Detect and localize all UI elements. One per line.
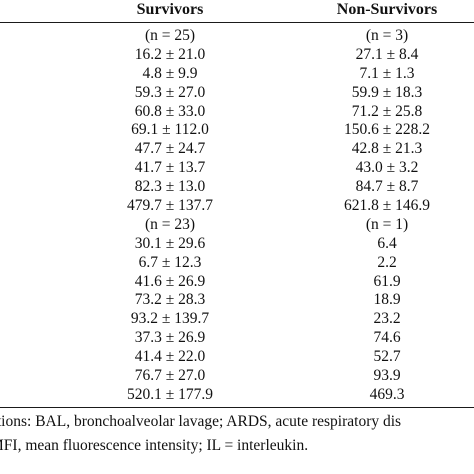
- column-header-non-survivors: Non-Survivors: [336, 1, 438, 18]
- cell-non-survivors: 93.9: [373, 367, 401, 385]
- cell-non-survivors: 42.8 ± 21.3: [351, 140, 423, 158]
- table-row: 59.3 ± 27.0 59.9 ± 18.3: [0, 84, 474, 103]
- cell-survivors: 82.3 ± 13.0: [134, 178, 206, 196]
- cell-survivors: 520.1 ± 177.9: [126, 385, 213, 403]
- cell-non-survivors: 469.3: [369, 385, 405, 403]
- cell-non-survivors: (n = 1): [365, 215, 409, 233]
- table-body: (n = 25) (n = 3) 16.2 ± 21.0 27.1 ± 8.4 4.8 …: [0, 27, 474, 405]
- cell-survivors: 73.2 ± 28.3: [134, 291, 206, 309]
- cell-survivors: 59.3 ± 27.0: [134, 83, 206, 101]
- cell-non-survivors: 6.4: [377, 234, 397, 252]
- cell-survivors: 60.8 ± 33.0: [134, 102, 206, 120]
- cell-non-survivors: 52.7: [373, 348, 401, 366]
- table-row: 479.7 ± 137.7 621.8 ± 146.9: [0, 197, 474, 216]
- cell-survivors: (n = 23): [144, 215, 196, 233]
- table-row: 73.2 ± 28.3 18.9: [0, 291, 474, 310]
- table-footnote-line-1: ations: BAL, bronchoalveolar lavage; ARD…: [0, 413, 402, 430]
- table-row: 93.2 ± 139.7 23.2: [0, 310, 474, 329]
- cell-survivors: 76.7 ± 27.0: [134, 367, 206, 385]
- cell-non-survivors: 2.2: [377, 253, 397, 271]
- cell-non-survivors: 59.9 ± 18.3: [351, 83, 423, 101]
- cell-survivors: 41.6 ± 26.9: [134, 272, 206, 290]
- table-row: 41.7 ± 13.7 43.0 ± 3.2: [0, 159, 474, 178]
- table-row: 60.8 ± 33.0 71.2 ± 25.8: [0, 103, 474, 122]
- cell-survivors: 37.3 ± 26.9: [134, 329, 206, 347]
- table-row: 69.1 ± 112.0 150.6 ± 228.2: [0, 121, 474, 140]
- table-row: 76.7 ± 27.0 93.9: [0, 367, 474, 386]
- table-bottom-rule: [0, 407, 474, 408]
- column-header-survivors: Survivors: [136, 1, 204, 18]
- cell-survivors: (n = 25): [144, 27, 196, 44]
- cell-survivors: 30.1 ± 29.6: [134, 234, 206, 252]
- table-row: 6.7 ± 12.3 2.2: [0, 254, 474, 273]
- cell-survivors: 479.7 ± 137.7: [126, 197, 213, 215]
- cell-non-survivors: 43.0 ± 3.2: [355, 159, 419, 177]
- cell-non-survivors: 18.9: [373, 291, 401, 309]
- table-row: 82.3 ± 13.0 84.7 ± 8.7: [0, 178, 474, 197]
- cell-non-survivors: 61.9: [373, 272, 401, 290]
- cell-non-survivors: 150.6 ± 228.2: [343, 121, 430, 139]
- table-row: (n = 25) (n = 3): [0, 27, 474, 46]
- table-row: 16.2 ± 21.0 27.1 ± 8.4: [0, 46, 474, 65]
- cell-survivors: 69.1 ± 112.0: [131, 121, 209, 139]
- table-row: (n = 23) (n = 1): [0, 216, 474, 235]
- cell-non-survivors: 23.2: [373, 310, 401, 328]
- cell-survivors: 41.4 ± 22.0: [134, 348, 206, 366]
- cell-non-survivors: 71.2 ± 25.8: [351, 102, 423, 120]
- table-row: 30.1 ± 29.6 6.4: [0, 235, 474, 254]
- table-top-rule: [0, 22, 474, 23]
- cell-survivors: 93.2 ± 139.7: [130, 310, 210, 328]
- cell-non-survivors: 84.7 ± 8.7: [355, 178, 419, 196]
- cell-non-survivors: 7.1 ± 1.3: [359, 64, 415, 82]
- table-row: 41.6 ± 26.9 61.9: [0, 273, 474, 292]
- table-row: 47.7 ± 24.7 42.8 ± 21.3: [0, 140, 474, 159]
- cell-survivors: 41.7 ± 13.7: [134, 159, 206, 177]
- table-row: 41.4 ± 22.0 52.7: [0, 348, 474, 367]
- cell-survivors: 4.8 ± 9.9: [142, 64, 198, 82]
- table-row: 4.8 ± 9.9 7.1 ± 1.3: [0, 65, 474, 84]
- cell-non-survivors: 74.6: [373, 329, 401, 347]
- cell-non-survivors: 27.1 ± 8.4: [355, 45, 419, 63]
- cell-survivors: 16.2 ± 21.0: [134, 45, 206, 63]
- cell-survivors: 6.7 ± 12.3: [138, 253, 202, 271]
- cell-non-survivors: 621.8 ± 146.9: [343, 197, 430, 215]
- cell-survivors: 47.7 ± 24.7: [134, 140, 206, 158]
- cell-non-survivors: (n = 3): [365, 27, 409, 44]
- table-row: 520.1 ± 177.9 469.3: [0, 386, 474, 405]
- table-row: 37.3 ± 26.9 74.6: [0, 329, 474, 348]
- table-footnote-line-2: MFI, mean fluorescence intensity; IL = i…: [0, 437, 309, 454]
